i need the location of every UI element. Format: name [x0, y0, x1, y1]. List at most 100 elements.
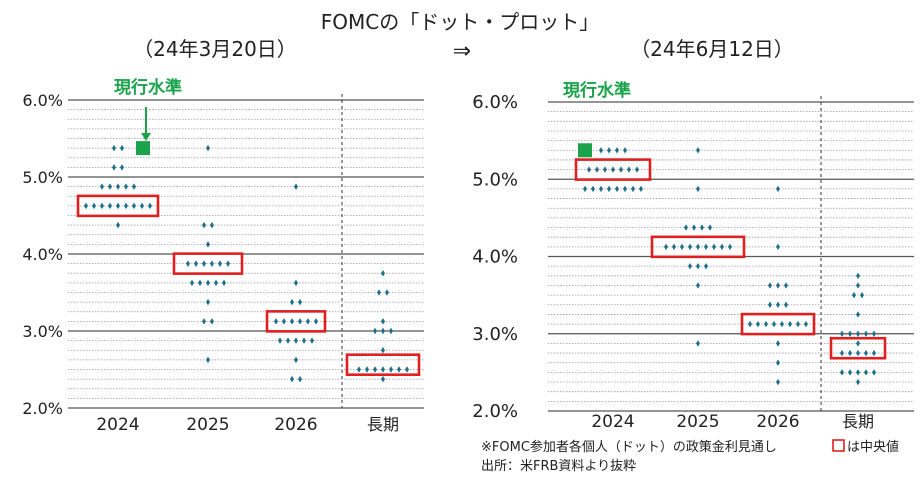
y-tick-label: 5.0% [472, 169, 518, 190]
participant-dot [116, 183, 120, 190]
participant-dot [776, 301, 780, 308]
participant-dot [120, 144, 124, 152]
participant-dot [132, 202, 136, 210]
participant-dot [389, 327, 393, 335]
footnote-legend-text: は中央値 [847, 439, 899, 455]
participant-dot [720, 243, 724, 251]
participant-dot [623, 185, 627, 193]
participant-dot [405, 366, 409, 373]
participant-dot [788, 320, 792, 328]
participant-dot [784, 282, 788, 289]
participant-dot [672, 243, 676, 251]
x-category-label: 長期 [367, 415, 399, 434]
current-level-arrowhead [141, 133, 151, 141]
participant-dot [840, 349, 844, 357]
participant-dot [607, 147, 611, 154]
participant-dot [856, 311, 860, 318]
current-level-marker [578, 143, 592, 158]
participant-dot [214, 279, 218, 287]
participant-dot [768, 301, 772, 308]
participant-dot [728, 243, 732, 251]
participant-dot [595, 166, 599, 173]
participant-dot [768, 282, 772, 289]
participant-dot [796, 320, 800, 328]
participant-dot [784, 301, 788, 308]
left-dot-plot: 2.0% 3.0% 4.0% 5.0% 6.0% 2024 2025 2026 長期 現行水準 [22, 77, 424, 435]
participant-dot [712, 243, 716, 251]
participant-dot [872, 349, 876, 357]
participant-dot [684, 224, 688, 231]
participant-dot [294, 279, 298, 287]
participant-dot [664, 243, 668, 251]
x-category-label: 2026 [756, 412, 799, 432]
participant-dot [202, 260, 206, 267]
y-tick-label: 2.0% [472, 401, 518, 422]
median-box [265, 310, 327, 333]
median-box [574, 158, 652, 181]
participant-dot [194, 260, 198, 267]
participant-dot [692, 224, 696, 231]
participant-dot [210, 221, 214, 229]
participant-dot [856, 378, 860, 386]
participant-dot [210, 260, 214, 267]
participant-dot [140, 202, 144, 210]
participant-dot [696, 340, 700, 347]
participant-dot [294, 337, 298, 344]
median-box [829, 336, 887, 360]
right-panel-title: （24年6月12日） [630, 37, 794, 61]
participant-dot [591, 185, 595, 193]
participant-dot [282, 318, 286, 325]
participant-dot [377, 289, 381, 296]
x-category-label: 2025 [676, 412, 719, 432]
participant-dot [864, 330, 868, 337]
participant-dot [381, 327, 385, 335]
participant-dot [696, 147, 700, 154]
comparison-arrow: ⇒ [453, 39, 471, 64]
participant-dot [587, 166, 591, 173]
left-panel-title: （24年3月20日） [133, 37, 297, 61]
participant-dot [290, 375, 294, 383]
participant-dot [840, 330, 844, 337]
participant-dot [748, 320, 752, 328]
participant-dot [615, 147, 619, 154]
participant-dot [607, 185, 611, 193]
participant-dot [700, 224, 704, 231]
participant-dot [856, 349, 860, 357]
participant-dot [132, 183, 136, 190]
participant-dot [856, 340, 860, 347]
participant-dot [286, 337, 290, 344]
participant-dot [599, 185, 603, 193]
participant-dot [756, 320, 760, 328]
participant-dot [306, 318, 310, 325]
participant-dot [776, 378, 780, 386]
participant-dot [206, 356, 210, 364]
participant-dot [206, 298, 210, 306]
participant-dot [397, 366, 401, 373]
footnote-source: 出所：米FRB資料より抜粋 [481, 458, 636, 474]
participant-dot [696, 282, 700, 289]
right-dot-plot: 2.0% 3.0% 4.0% 5.0% 6.0% 2024 2025 2026 長期 現行水準 [472, 80, 914, 432]
participant-dot [696, 185, 700, 193]
participant-dot [780, 320, 784, 328]
y-tick-label: 3.0% [472, 324, 518, 345]
participant-dot [385, 289, 389, 296]
participant-dot [864, 349, 868, 357]
y-tick-label: 3.0% [22, 322, 63, 341]
participant-dot [116, 221, 120, 229]
participant-dot [611, 166, 615, 173]
participant-dot [202, 318, 206, 325]
participant-dot [848, 330, 852, 337]
participant-dot [108, 183, 112, 190]
current-level-label: 現行水準 [114, 77, 182, 98]
participant-dot [856, 330, 860, 337]
participant-dot [619, 166, 623, 173]
participant-dot [627, 166, 631, 173]
participant-dot [776, 243, 780, 251]
participant-dot [639, 185, 643, 193]
participant-dot [100, 183, 104, 190]
x-category-label: 長期 [842, 412, 874, 431]
x-category-label: 2024 [96, 415, 139, 435]
participant-dot [124, 183, 128, 190]
